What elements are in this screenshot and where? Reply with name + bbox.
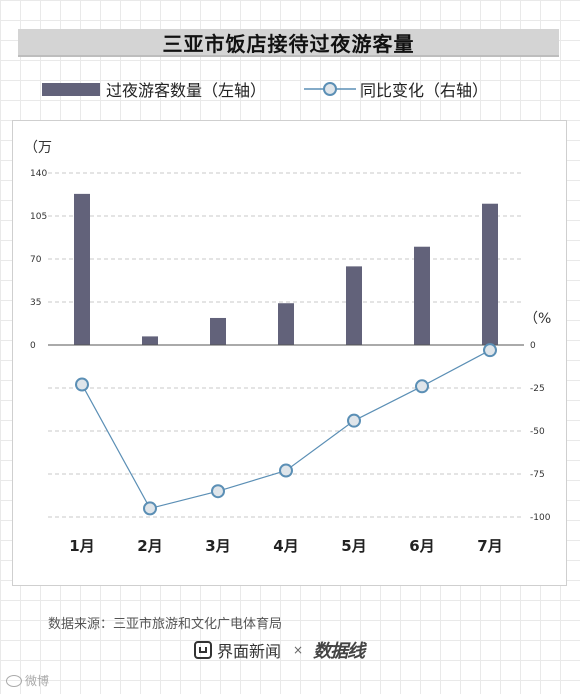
right-tick-label: -25: [530, 384, 545, 394]
bar-2: [142, 336, 158, 345]
bar-5: [346, 266, 362, 345]
yoy-point-7: [483, 343, 497, 358]
right-axis-unit: （%: [524, 311, 551, 327]
yoy-point-5: [347, 413, 361, 428]
left-tick-label: 0: [30, 341, 36, 351]
yoy-line: [81, 349, 491, 510]
x-tick-label: 1月: [69, 537, 94, 555]
chart-panel: [12, 120, 567, 586]
weibo-watermark-text: 微博: [25, 674, 50, 688]
legend-line-marker-icon: [304, 82, 357, 96]
weibo-icon: [6, 674, 22, 687]
chart-title: 三亚市饭店接待过夜游客量: [162, 31, 415, 56]
yoy-point-4: [279, 463, 293, 478]
weibo-watermark: 微博: [6, 672, 49, 689]
legend: 过夜游客数量（左轴） 同比变化（右轴）: [42, 72, 542, 106]
left-tick-label: 105: [30, 212, 47, 222]
jiemian-logo-icon: [194, 641, 212, 659]
data-source: 数据来源：三亚市旅游和文化广电体育局: [48, 617, 283, 632]
x-tick-label: 2月: [137, 537, 162, 555]
bar-3: [210, 317, 226, 345]
right-tick-label: -50: [530, 427, 545, 437]
right-tick-label: -75: [530, 470, 545, 480]
bar-1: [74, 193, 90, 345]
right-tick-label: -100: [530, 513, 551, 523]
bar-4: [278, 303, 294, 345]
legend-bar-label: 过夜游客数量（左轴）: [106, 81, 267, 100]
legend-line-label: 同比变化（右轴）: [360, 81, 489, 100]
x-tick-label: 6月: [409, 537, 434, 555]
x-tick-label: 3月: [205, 537, 230, 555]
brand-times: ×: [293, 643, 304, 657]
yoy-point-1: [75, 377, 89, 392]
chart-title-bar: 三亚市饭店接待过夜游客量: [18, 29, 559, 57]
x-tick-label: 5月: [341, 537, 366, 555]
left-axis-unit: （万: [24, 140, 52, 156]
x-tick-label: 7月: [477, 537, 502, 555]
brand-name: 界面新闻: [217, 642, 282, 661]
left-tick-label: 70: [30, 255, 42, 265]
yoy-point-3: [211, 484, 225, 499]
left-tick-label: 35: [30, 298, 41, 308]
x-tick-label: 4月: [273, 537, 298, 555]
shuju-mark-logo: 数据线: [313, 641, 365, 662]
legend-bar-swatch: [42, 82, 100, 96]
yoy-point-6: [415, 379, 429, 394]
right-tick-label: 0: [530, 341, 536, 351]
left-tick-label: 140: [30, 169, 47, 179]
bar-7: [482, 203, 498, 345]
chart-svg: 140 105 70 35 0 0 -25 -50 -75 -100 （万 （% 1月 2月 3月 4月 5月 6…: [24, 140, 551, 555]
yoy-point-2: [143, 501, 157, 516]
bar-6: [414, 246, 430, 345]
brand-footer: 界面新闻 × 数据线: [194, 638, 394, 662]
